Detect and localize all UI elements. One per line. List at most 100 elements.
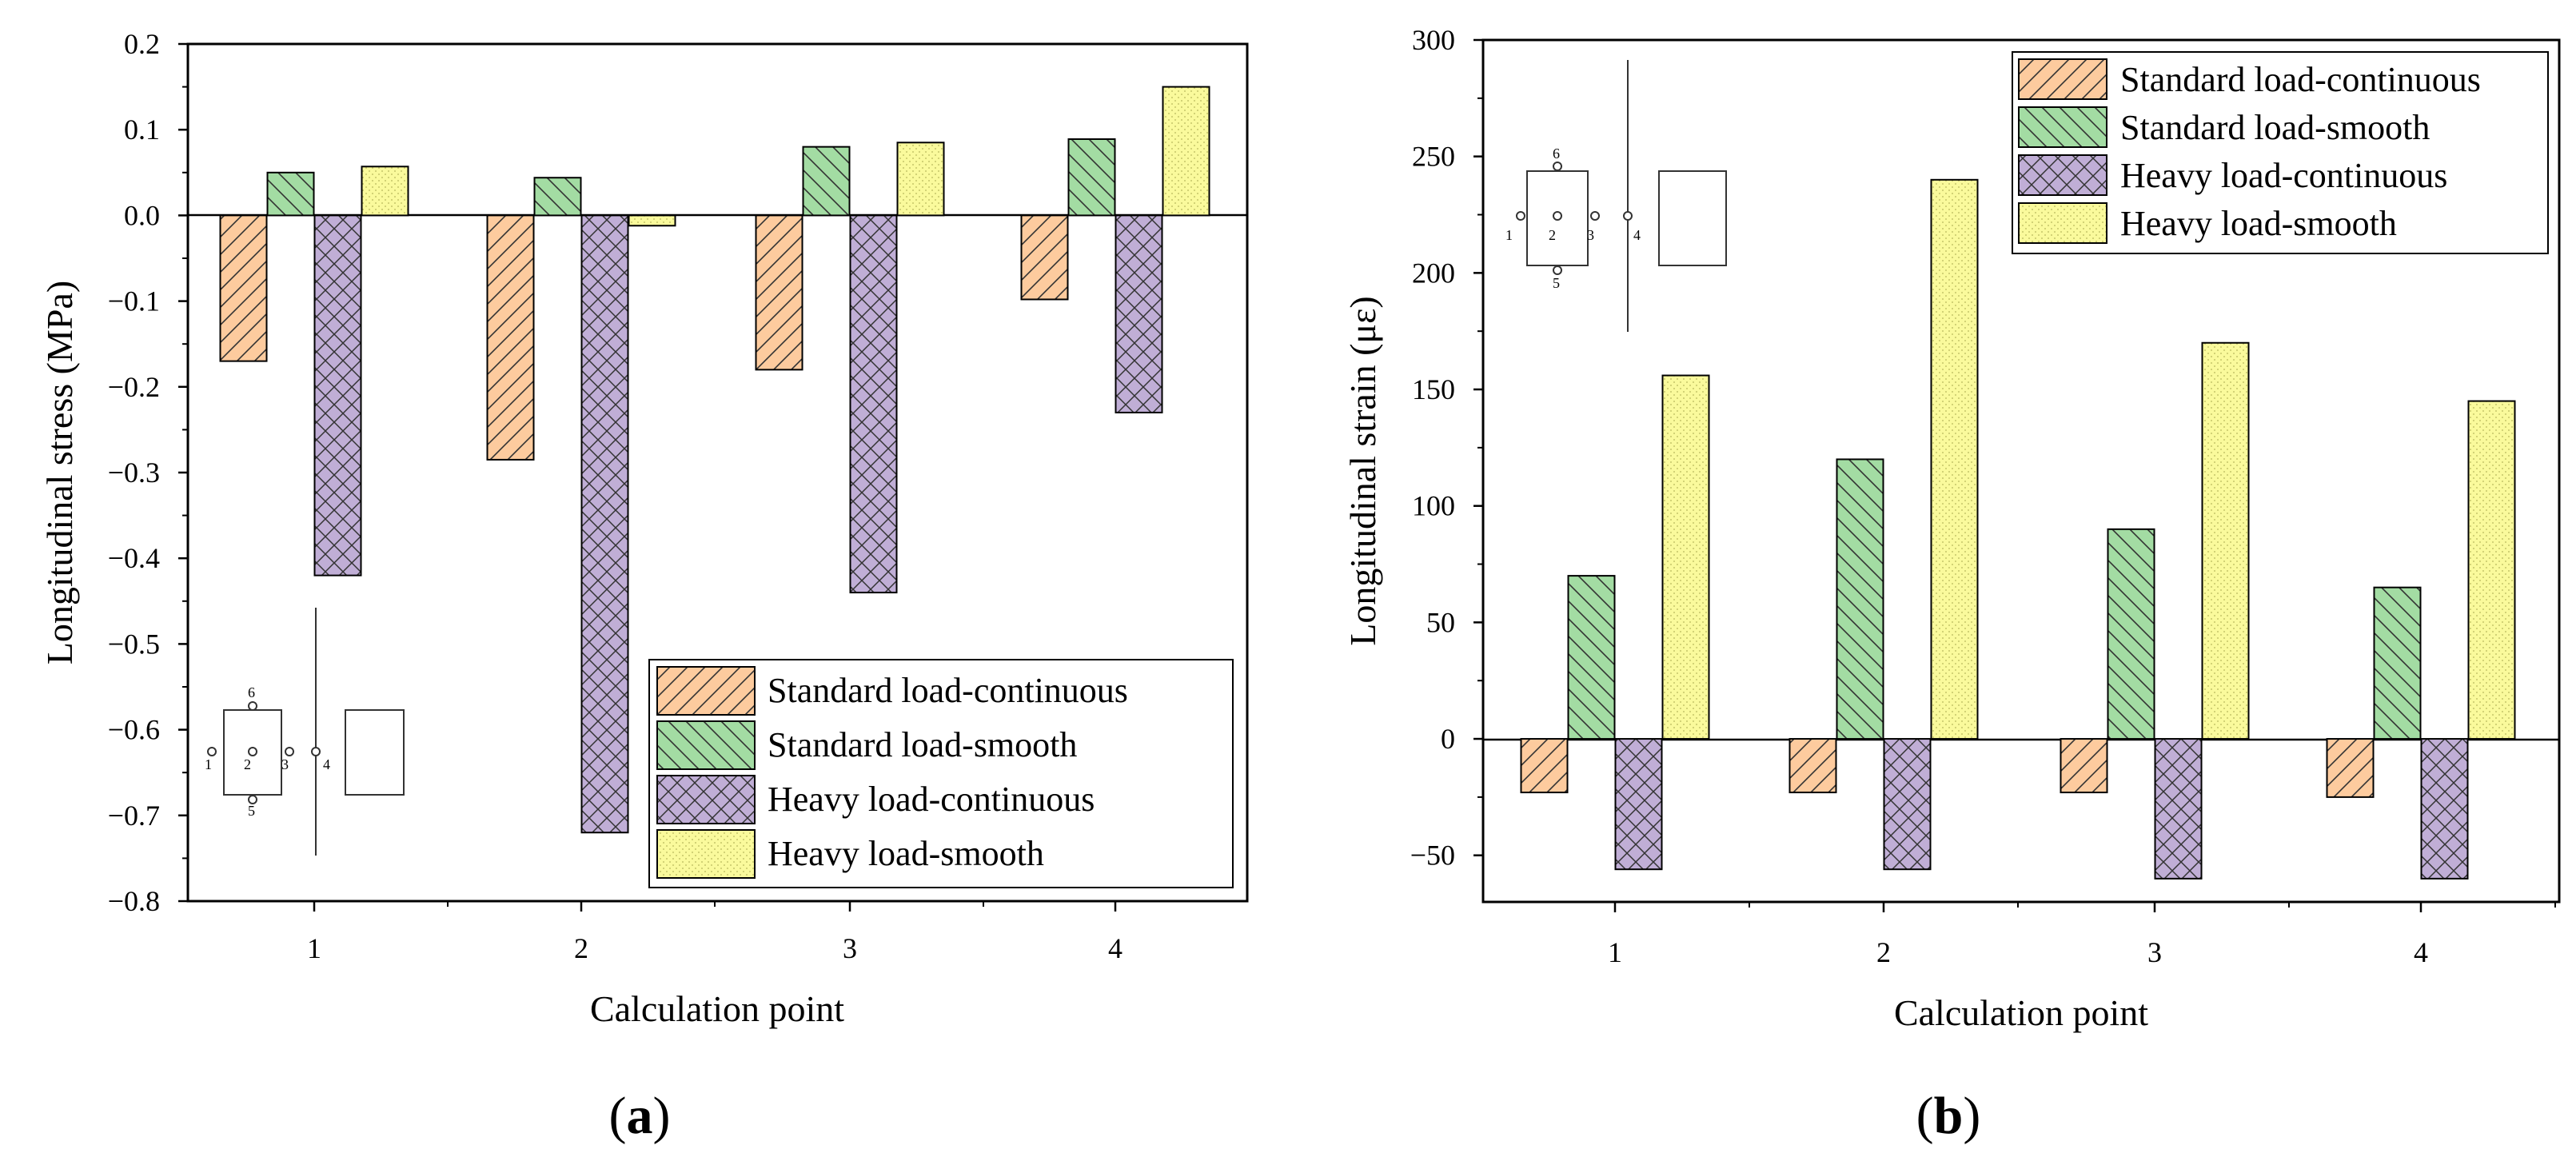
bar-heavy-load-continuous-point-4	[2420, 738, 2469, 880]
bar-standard-load-continuous-point-3	[755, 214, 804, 371]
legend-label: Standard load-smooth	[768, 725, 1077, 764]
bar-heavy-load-smooth-point-1	[361, 166, 409, 217]
y-tick-label: 150	[1412, 373, 1455, 405]
bar-standard-load-continuous-point-1	[1520, 738, 1569, 794]
x-tick-label: 1	[307, 932, 321, 964]
x-tick-label: 2	[574, 932, 588, 964]
x-tick-label: 4	[2414, 936, 2428, 968]
inset-label: 4	[1633, 227, 1641, 243]
bar-group	[1520, 178, 2516, 880]
inset-label: 2	[244, 756, 251, 772]
bar-heavy-load-smooth-point-3	[896, 142, 945, 217]
x-axis: 1 2 3 4	[1608, 902, 2556, 968]
bar-heavy-load-smooth-point-3	[2201, 341, 2250, 740]
x-tick-label: 1	[1608, 936, 1622, 968]
legend-label: Heavy load-continuous	[2120, 156, 2447, 195]
bar-standard-load-smooth-point-4	[2373, 586, 2422, 740]
x-tick-label: 4	[1108, 932, 1123, 964]
inset-labels: 6 1 2 3 4 5	[205, 684, 330, 819]
x-tick-label: 2	[1876, 936, 1891, 968]
y-tick-label: 0.2	[124, 28, 160, 60]
y-axis: 0.2 0.1 0.0 −0.1 −0.2 −0.3 −0.4 −0.5 −0.6 −0.7 −0.…	[108, 28, 188, 917]
bar-standard-load-smooth-point-3	[2107, 528, 2155, 740]
bar-heavy-load-smooth-point-2	[628, 214, 676, 227]
y-tick-label: −0.1	[108, 285, 160, 317]
legend-swatch	[656, 666, 756, 716]
legend-swatch	[656, 775, 756, 824]
x-tick-label: 3	[843, 932, 857, 964]
bar-standard-load-continuous-point-3	[2060, 738, 2108, 794]
bar-group	[219, 86, 1210, 834]
inset-label: 5	[248, 803, 255, 819]
inset-labels: 6 1 2 3 4 5	[1505, 146, 1641, 291]
bar-standard-load-continuous-point-2	[486, 214, 535, 461]
y-tick-label: 0	[1441, 723, 1455, 755]
y-axis-title: Longitudinal strain (με)	[1342, 296, 1383, 645]
inset-label: 2	[1549, 227, 1556, 243]
y-tick-label: 0.1	[124, 114, 160, 146]
inset-label: 1	[1505, 227, 1513, 243]
inset-label: 3	[1587, 227, 1594, 243]
bar-standard-load-smooth-point-2	[1836, 458, 1884, 740]
x-axis-title: Calculation point	[590, 988, 844, 1029]
plot-frame	[1481, 38, 2561, 904]
inset-label: 4	[323, 756, 330, 772]
x-axis-title: Calculation point	[1894, 992, 2148, 1033]
y-tick-label: −0.3	[108, 457, 160, 489]
panel-label: (a)	[609, 1087, 671, 1145]
y-tick-label: 200	[1412, 257, 1455, 289]
panel-label: (b)	[1916, 1087, 1981, 1145]
y-tick-label: −0.4	[108, 542, 160, 574]
y-tick-label: −0.8	[108, 885, 160, 917]
panel-letter: b	[1934, 1087, 1964, 1145]
legend: Standard load-continuous Standard load-s…	[648, 659, 1234, 888]
bar-heavy-load-continuous-point-1	[1614, 738, 1663, 871]
bar-heavy-load-continuous-point-1	[313, 214, 362, 576]
bar-heavy-load-continuous-point-4	[1115, 214, 1163, 413]
inset-label: 6	[1553, 146, 1560, 162]
bar-heavy-load-smooth-point-4	[1162, 86, 1210, 217]
bar-standard-load-smooth-point-4	[1067, 138, 1116, 217]
bar-standard-load-continuous-point-4	[2326, 738, 2375, 798]
y-tick-label: −0.7	[108, 800, 160, 832]
y-tick-label: −0.2	[108, 371, 160, 403]
bar-heavy-load-smooth-point-2	[1930, 178, 1979, 740]
inset-label: 3	[281, 756, 289, 772]
y-axis-title: Longitudinal stress (MPa)	[39, 281, 80, 664]
legend-swatch	[656, 829, 756, 879]
y-tick-label: −50	[1410, 840, 1455, 872]
y-tick-label: 250	[1412, 141, 1455, 173]
cross-section-inset	[1516, 60, 1727, 332]
bar-standard-load-smooth-point-2	[533, 177, 582, 217]
legend-label: Standard load-smooth	[2120, 108, 2430, 147]
y-tick-label: −0.6	[108, 714, 160, 746]
legend-label: Standard load-continuous	[2120, 60, 2481, 99]
y-tick-label: 50	[1426, 606, 1455, 638]
panel-letter: a	[627, 1087, 653, 1145]
bar-standard-load-continuous-point-4	[1020, 214, 1069, 301]
legend-swatch	[2018, 106, 2107, 148]
x-tick-label: 3	[2147, 936, 2162, 968]
y-tick-label: 0.0	[124, 199, 160, 231]
bar-standard-load-smooth-point-1	[1567, 575, 1616, 740]
chart-strain: 300 250 200 150 100 50 0 −50 1 2 3 4 6 1 2 3 4 5	[1342, 24, 2561, 1145]
legend-label: Heavy load-smooth	[2120, 204, 2397, 243]
y-tick-label: 100	[1412, 490, 1455, 522]
inset-label: 1	[205, 756, 212, 772]
x-axis: 1 2 3 4	[307, 901, 1123, 964]
bar-heavy-load-continuous-point-3	[849, 214, 898, 594]
legend: Standard load-continuous Standard load-s…	[2012, 51, 2549, 254]
y-tick-label: 300	[1412, 24, 1455, 56]
legend-swatch	[2018, 58, 2107, 100]
bar-standard-load-continuous-point-1	[219, 214, 268, 362]
cross-section-inset	[207, 608, 405, 856]
bar-standard-load-smooth-point-1	[266, 171, 315, 217]
inset-label: 5	[1553, 275, 1560, 291]
bar-heavy-load-smooth-point-4	[2467, 400, 2516, 740]
inset-label: 6	[248, 684, 255, 700]
legend-label: Heavy load-continuous	[768, 780, 1095, 819]
legend-swatch	[656, 720, 756, 770]
legend-swatch	[2018, 202, 2107, 244]
y-axis: 300 250 200 150 100 50 0 −50	[1410, 24, 1483, 872]
